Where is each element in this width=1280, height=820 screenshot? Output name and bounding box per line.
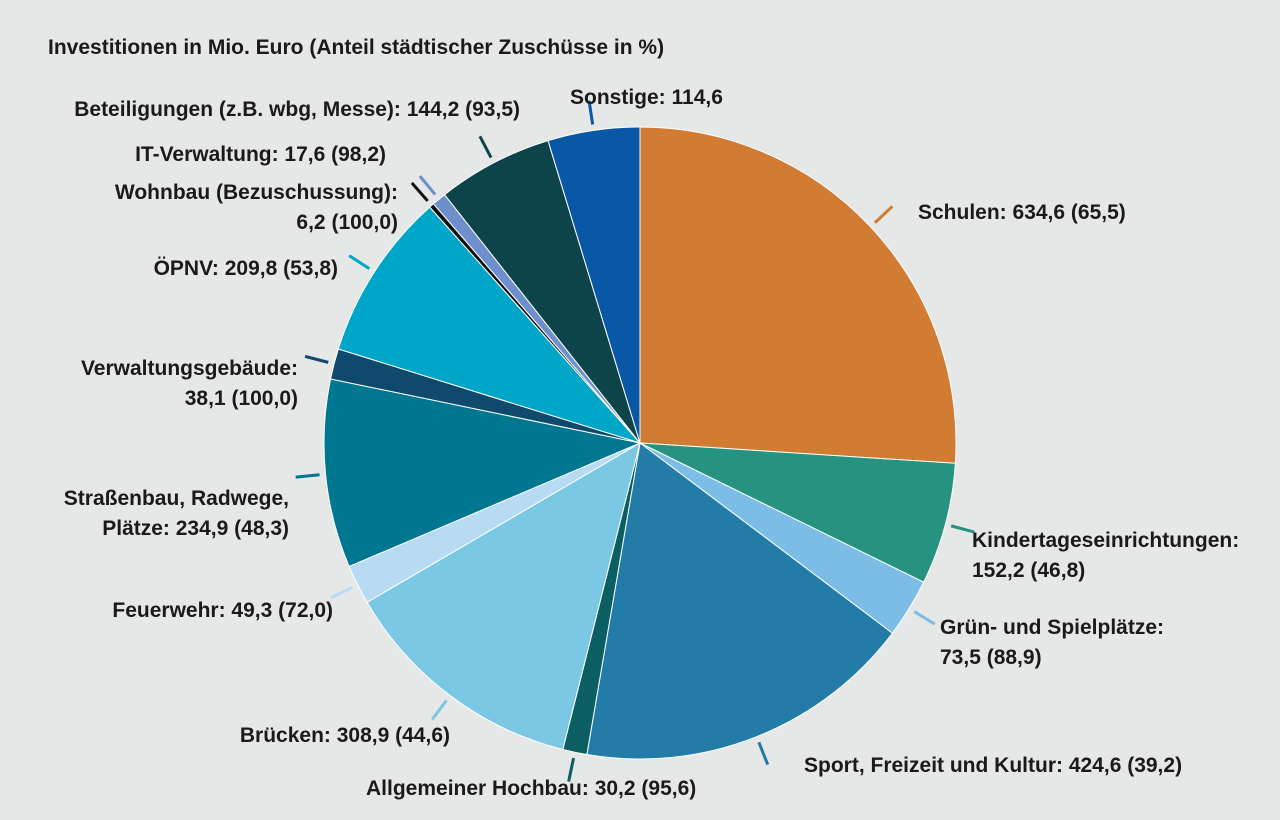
slice-label-line: Verwaltungsgebäude:: [80, 357, 298, 380]
slice-label-line: Beteiligungen (z.B. wbg, Messe): 144,2 (…: [74, 98, 520, 121]
slice-label-line: Feuerwehr: 49,3 (72,0): [112, 599, 333, 622]
leader-line-14: [587, 100, 595, 125]
slice-label-9: Verwaltungsgebäude: 38,1 (100,0): [81, 354, 298, 414]
slice-label-line: Kindertageseinrichtungen:: [972, 529, 1240, 552]
slice-label-2: Kindertageseinrichtungen: 152,2 (46,8): [972, 526, 1239, 586]
slice-label-7: Feuerwehr: 49,3 (72,0): [112, 596, 333, 626]
slice-label-5: Allgemeiner Hochbau: 30,2 (95,6): [366, 774, 696, 804]
leader-line-11: [410, 181, 429, 202]
slice-label-line: Schulen: 634,6 (65,5): [918, 201, 1126, 224]
slice-label-line: Wohnbau (Bezuschussung):: [114, 181, 398, 204]
slice-label-1: Schulen: 634,6 (65,5): [918, 198, 1126, 228]
leader-line-4: [757, 741, 770, 766]
leader-line-6: [430, 699, 448, 721]
slice-label-line: Plätze: 234,9 (48,3): [102, 517, 289, 540]
pie-slice-6: [366, 441, 641, 751]
leader-line-5: [567, 757, 576, 782]
leader-line-13: [478, 135, 493, 159]
slice-label-line: 6,2 (100,0): [296, 211, 398, 234]
slice-label-line: Sonstige: 114,6: [570, 86, 723, 109]
slice-label-line: 73,5 (88,9): [940, 646, 1042, 669]
leader-line-9: [304, 354, 329, 364]
slice-label-4: Sport, Freizeit und Kultur: 424,6 (39,2): [804, 751, 1182, 781]
pie-slice-8: [323, 378, 642, 568]
slice-label-line: Allgemeiner Hochbau: 30,2 (95,6): [366, 777, 697, 800]
slice-label-line: 38,1 (100,0): [184, 387, 298, 410]
slice-label-3: Grün- und Spielplätze: 73,5 (88,9): [940, 613, 1164, 673]
leader-line-12: [418, 175, 437, 196]
pie-slice-4: [586, 442, 894, 760]
slice-label-6: Brücken: 308,9 (44,6): [240, 721, 450, 751]
pie-slice-10: [337, 206, 642, 445]
leader-line-3: [913, 610, 936, 626]
slice-label-line: Sport, Freizeit und Kultur: 424,6 (39,2): [804, 754, 1183, 777]
pie-slice-1: [639, 126, 957, 464]
leader-line-8: [295, 473, 320, 479]
pie-slice-2: [639, 442, 956, 583]
slice-label-line: Brücken: 308,9 (44,6): [239, 724, 450, 747]
chart-title: Investitionen in Mio. Euro (Anteil städt…: [48, 36, 665, 59]
slice-label-10: ÖPNV: 209,8 (53,8): [154, 254, 338, 284]
pie-slice-14: [547, 126, 641, 444]
slice-label-13: Beteiligungen (z.B. wbg, Messe): 144,2 (…: [74, 95, 520, 125]
leader-line-1: [873, 205, 894, 224]
slice-label-line: ÖPNV: 209,8 (53,8): [153, 257, 338, 280]
slice-label-8: Straßenbau, Radwege, Plätze: 234,9 (48,3): [64, 484, 289, 544]
slice-label-14: Sonstige: 114,6: [570, 83, 723, 113]
leader-line-2: [950, 524, 975, 534]
slice-label-line: Grün- und Spielplätze:: [940, 616, 1164, 639]
slice-label-11: Wohnbau (Bezuschussung): 6,2 (100,0): [115, 178, 398, 238]
slice-label-line: Straßenbau, Radwege,: [63, 487, 289, 510]
leader-line-7: [330, 585, 353, 600]
leader-line-10: [348, 254, 371, 270]
slice-label-line: IT-Verwaltung: 17,6 (98,2): [135, 143, 386, 166]
slice-label-12: IT-Verwaltung: 17,6 (98,2): [135, 140, 386, 170]
slice-label-line: 152,2 (46,8): [972, 559, 1086, 582]
